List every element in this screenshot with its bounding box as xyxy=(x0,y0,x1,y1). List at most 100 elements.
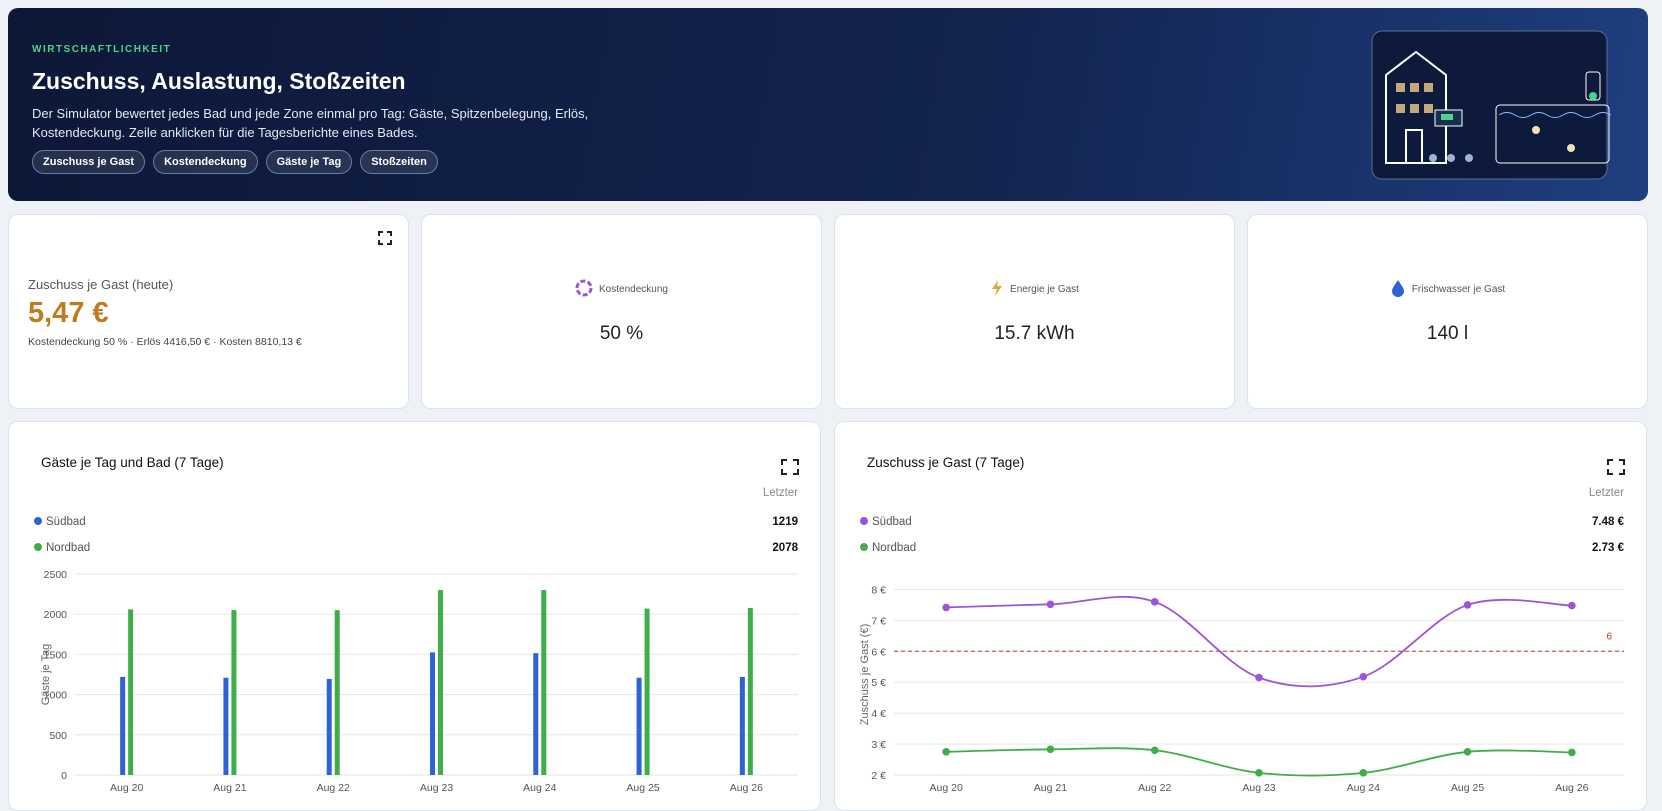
bar xyxy=(128,609,134,775)
kpi-label-text: Energie je Gast xyxy=(1010,284,1079,295)
y-tick-label: 2 € xyxy=(871,770,886,782)
y-tick-label: 3 € xyxy=(871,739,886,751)
chips: Zuschuss je Gast Kostendeckung Gäste je … xyxy=(32,150,438,174)
chip[interactable]: Stoßzeiten xyxy=(360,150,438,174)
legend-dot xyxy=(34,543,42,551)
y-tick-label: 6 € xyxy=(871,646,886,658)
kpi-value: 5,47 € xyxy=(28,297,109,329)
y-tick-label: 7 € xyxy=(871,615,886,627)
point xyxy=(942,748,950,756)
x-tick-label: Aug 21 xyxy=(1034,782,1067,794)
kpi-label: Zuschuss je Gast (heute) xyxy=(28,277,174,292)
y-tick-label: 4 € xyxy=(871,708,886,720)
kpi-card: Kostendeckung 50 % xyxy=(421,214,822,409)
kpi-main: Zuschuss je Gast (heute) 5,47 € Kostende… xyxy=(8,214,409,409)
point xyxy=(1150,598,1159,606)
point xyxy=(1046,745,1055,754)
x-tick-label: Aug 23 xyxy=(420,782,453,794)
point xyxy=(1463,748,1472,756)
chart-card: Zuschuss je Gast (7 Tage) Letzter Südbad 7.… xyxy=(834,421,1647,811)
y-tick-label: 8 € xyxy=(871,584,886,596)
expand-icon[interactable] xyxy=(781,459,799,475)
y-tick-label: 500 xyxy=(49,730,67,742)
y-tick-label: 1000 xyxy=(44,690,68,702)
x-tick-label: Aug 22 xyxy=(317,782,350,794)
x-tick-label: Aug 20 xyxy=(110,782,143,794)
kpi-label: Frischwasser je Gast xyxy=(1248,279,1647,297)
threshold-label: 6 xyxy=(1606,631,1612,642)
kpi-value: 15.7 kWh xyxy=(994,323,1075,344)
y-tick-label: 2000 xyxy=(44,609,68,621)
chart: Gäste je Tag und Bad (7 Tage) Letzter Südb… xyxy=(34,455,799,794)
line xyxy=(946,595,1572,688)
legend-value: 2078 xyxy=(772,542,798,554)
point xyxy=(1046,600,1055,609)
x-tick-label: Aug 25 xyxy=(1451,782,1484,794)
chart: Zuschuss je Gast (7 Tage) Letzter Südbad 7.… xyxy=(859,455,1625,794)
expand-icon[interactable] xyxy=(378,231,392,245)
x-tick-label: Aug 21 xyxy=(213,782,246,794)
bar xyxy=(334,610,340,775)
y-axis-label: Zuschuss je Gast (€) xyxy=(859,624,871,725)
bar xyxy=(438,590,443,775)
legend-header: Letzter xyxy=(763,487,798,499)
y-tick-label: 2500 xyxy=(44,569,68,581)
header: WIRTSCHAFTLICHKEIT Zuschuss, Auslastung,… xyxy=(8,8,1648,201)
bar xyxy=(533,653,539,775)
x-tick-label: Aug 25 xyxy=(626,782,659,794)
bar xyxy=(223,677,229,775)
icon xyxy=(575,279,593,297)
point xyxy=(1463,601,1472,609)
page-title: Zuschuss, Auslastung, Stoßzeiten xyxy=(32,68,406,94)
point xyxy=(1359,769,1368,777)
bar xyxy=(231,610,237,775)
chart-card: Gäste je Tag und Bad (7 Tage) Letzter Südb… xyxy=(8,421,821,811)
bar xyxy=(747,607,753,775)
bar xyxy=(739,676,745,775)
bar xyxy=(644,608,650,775)
point xyxy=(1255,673,1263,682)
icon xyxy=(1391,280,1404,297)
legend-value: 2.73 € xyxy=(1592,542,1625,554)
x-tick-label: Aug 24 xyxy=(523,782,556,794)
legend-value: 7.48 € xyxy=(1592,516,1625,528)
point xyxy=(1359,672,1368,681)
legend-name: Südbad xyxy=(46,516,86,528)
bar xyxy=(120,676,126,775)
y-tick-label: 5 € xyxy=(871,677,886,689)
chip[interactable]: Kostendeckung xyxy=(153,150,258,174)
legend-dot xyxy=(860,543,868,551)
kpi-value: 50 % xyxy=(599,323,644,344)
y-axis-label: Gäste je Tag xyxy=(40,644,52,706)
kpi-card: Energie je Gast 15.7 kWh xyxy=(834,214,1235,409)
point xyxy=(1150,746,1159,755)
x-tick-label: Aug 26 xyxy=(730,782,763,794)
kpi-card: Frischwasser je Gast 140 l xyxy=(1247,214,1648,409)
x-tick-label: Aug 22 xyxy=(1138,782,1171,794)
kpi-detail: Kostendeckung 50 % · Erlös 4416,50 € · K… xyxy=(28,336,302,348)
expand-icon[interactable] xyxy=(1607,459,1625,475)
point xyxy=(1568,601,1576,610)
y-tick-label: 1500 xyxy=(44,649,68,661)
description: Der Simulator bewertet jedes Bad und jed… xyxy=(32,106,589,140)
bar xyxy=(430,652,435,775)
legend-name: Südbad xyxy=(872,516,912,528)
legend-header: Letzter xyxy=(1589,487,1624,499)
point xyxy=(1568,748,1576,757)
point xyxy=(1255,769,1263,777)
y-tick-label: 0 xyxy=(61,770,67,782)
chart-title: Zuschuss je Gast (7 Tage) xyxy=(867,455,1024,470)
dashboard: WIRTSCHAFTLICHKEIT Zuschuss, Auslastung,… xyxy=(8,8,1648,811)
kpi-label: Energie je Gast xyxy=(835,279,1234,297)
chip[interactable]: Gäste je Tag xyxy=(265,150,353,174)
illustration xyxy=(1371,30,1611,180)
kpi-label-text: Frischwasser je Gast xyxy=(1411,284,1506,295)
point xyxy=(942,603,950,612)
legend-name: Nordbad xyxy=(872,542,916,554)
x-tick-label: Aug 26 xyxy=(1555,782,1588,794)
eyebrow: WIRTSCHAFTLICHKEIT xyxy=(32,44,172,55)
legend-value: 1219 xyxy=(772,516,798,528)
icon xyxy=(992,280,1003,296)
chip[interactable]: Zuschuss je Gast xyxy=(32,150,146,174)
x-tick-label: Aug 24 xyxy=(1347,782,1380,794)
